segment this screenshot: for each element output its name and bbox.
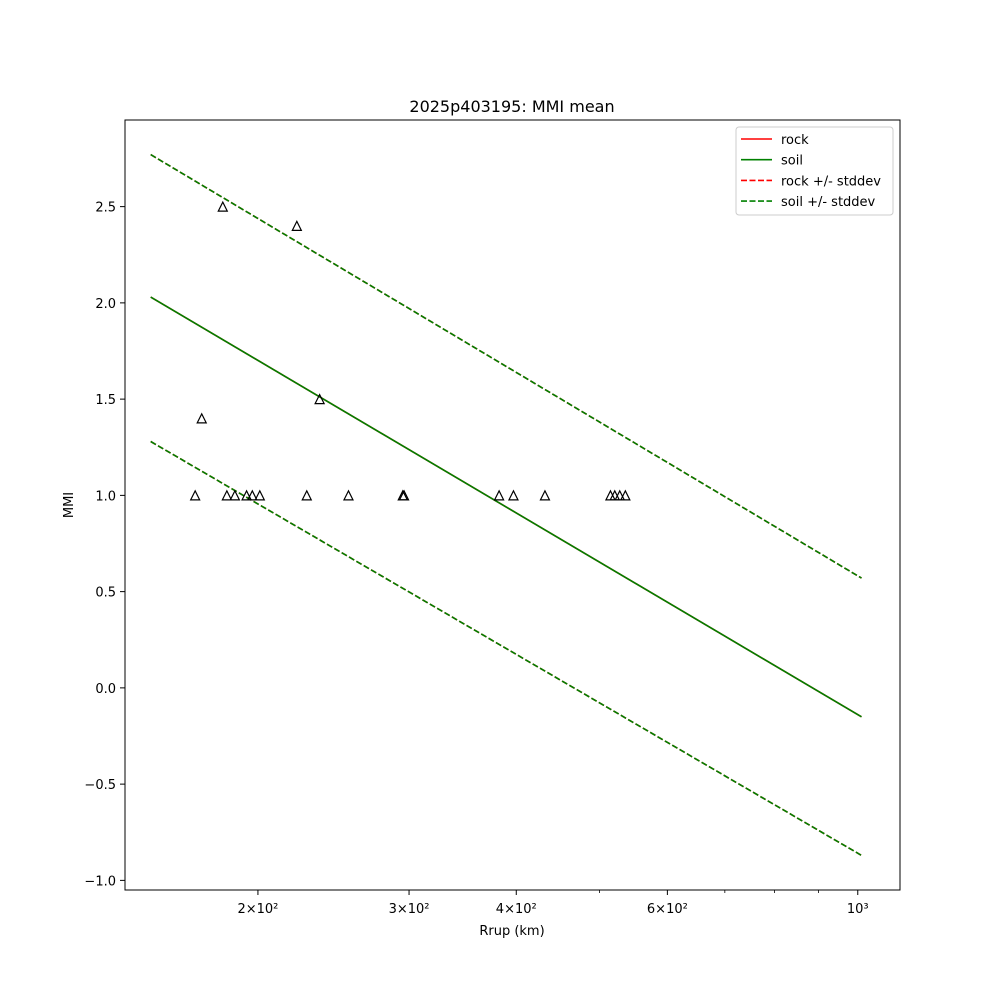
legend-label: rock +/- stddev [781,174,881,189]
legend: rock soil rock +/- stddev soil +/- stddev [735,126,894,216]
axis-ticks: 2×10² 3×10² 4×10² 6×10² 10³ −1.0 −0.5 0.0 0.5 1.0… [84,201,868,917]
y-tick-label: 0.0 [95,682,116,697]
legend-label: soil +/- stddev [781,195,876,210]
x-axis-label: Rrup (km) [479,924,544,939]
y-tick-label: −1.0 [84,874,116,889]
observation-marker [343,489,354,501]
observation-marker [196,412,208,424]
observation-marker [614,489,626,501]
observation-marker [301,489,313,501]
observation-marker [241,489,253,501]
observation-marker [254,489,266,501]
series-line-1 [150,296,862,718]
y-tick-label: 0.5 [95,586,116,601]
x-tick-label: 6×10² [647,902,688,917]
observation-marker [314,393,326,405]
series-line-3 [150,153,862,579]
plot-area [150,153,862,857]
observation-marker [221,489,233,501]
observation-marker [507,489,519,501]
y-tick-label: 1.0 [95,489,116,504]
axes-frame [124,119,901,891]
observation-marker [229,489,241,501]
observation-marker [619,489,631,501]
legend-label: soil [781,154,803,169]
y-tick-label: −0.5 [84,778,116,793]
legend-box [735,126,894,216]
y-tick-label: 1.5 [95,393,116,408]
observation-marker [189,489,201,501]
observation-marker [493,489,505,501]
x-tick-label: 10³ [847,902,869,917]
observation-marker [398,489,410,501]
series-line-5 [150,440,862,857]
x-tick-label: 3×10² [389,902,430,917]
y-axis-label: MMI [62,492,77,518]
observation-marker [217,200,229,212]
observation-marker [291,220,303,231]
legend-label: rock [781,133,809,148]
observation-marker [246,489,258,501]
y-tick-label: 2.5 [95,201,116,216]
chart-title: 2025p403195: MMI mean [409,97,614,116]
x-tick-label: 4×10² [496,902,537,917]
x-tick-label: 2×10² [237,902,278,917]
observation-marker [539,489,551,501]
y-tick-label: 2.0 [95,297,116,312]
